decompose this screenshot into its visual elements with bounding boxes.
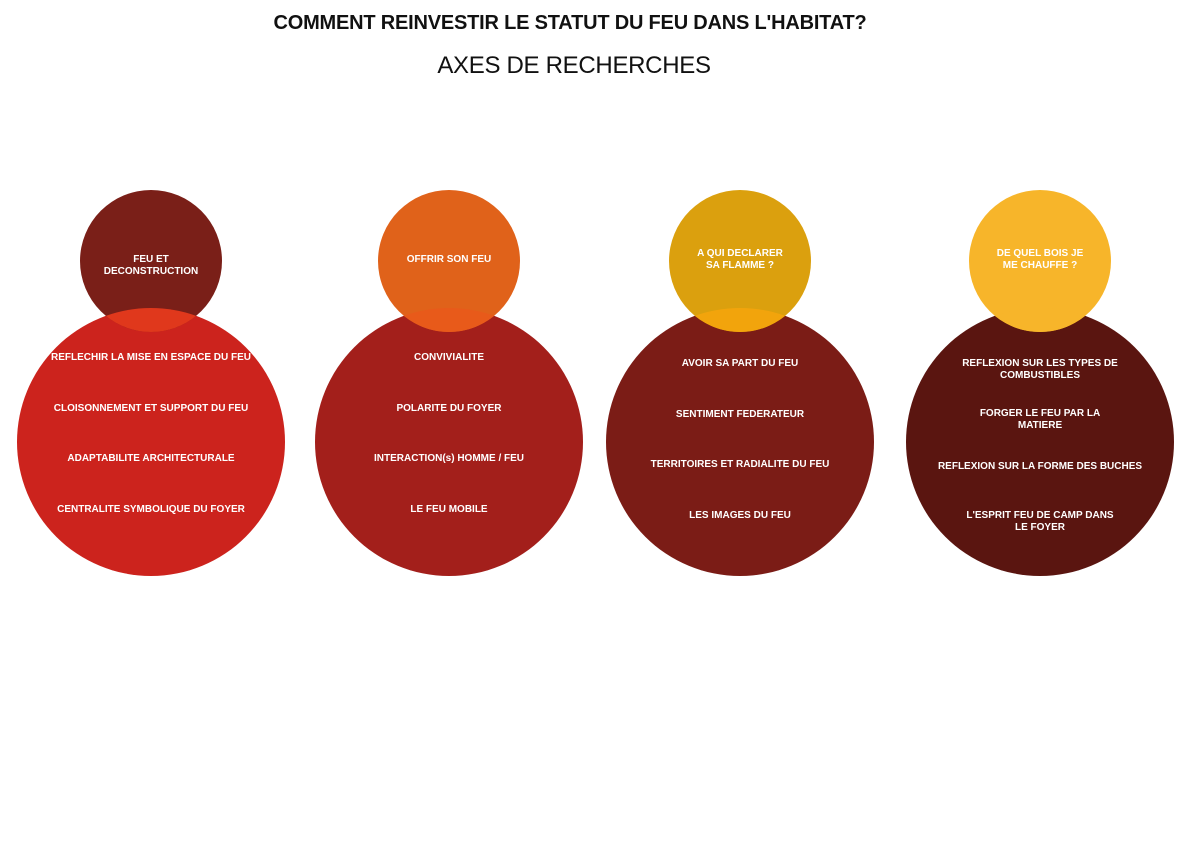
axis-3-item-1: AVOIR SA PART DU FEU bbox=[681, 358, 799, 369]
axis-2-overlap bbox=[403, 307, 495, 333]
axis-2-title: OFFRIR SON FEU bbox=[406, 254, 492, 265]
axis-3-item-4: LES IMAGES DU FEU bbox=[689, 510, 791, 521]
axis-1-item-1: REFLECHIR LA MISE EN ESPACE DU FEU bbox=[50, 352, 251, 363]
axis-4-item-2: FORGER LE FEU PAR LA MATIERE bbox=[979, 408, 1101, 431]
axis-3-large-circle bbox=[606, 308, 874, 576]
axis-4-large-circle bbox=[906, 308, 1174, 576]
axis-4-item-1: REFLEXION SUR LES TYPES DE COMBUSTIBLES bbox=[962, 358, 1118, 381]
page-subtitle: AXES DE RECHERCHES bbox=[437, 52, 711, 79]
axis-2-large-circle bbox=[315, 308, 583, 576]
axis-1-title: FEU ET DECONSTRUCTION bbox=[103, 254, 199, 277]
axis-4-title: DE QUEL BOIS JE ME CHAUFFE ? bbox=[996, 248, 1084, 271]
axis-3-item-3: TERRITOIRES ET RADIALITE DU FEU bbox=[650, 459, 830, 470]
axis-1-large-circle bbox=[17, 308, 285, 576]
axis-2-item-3: INTERACTION(s) HOMME / FEU bbox=[374, 453, 524, 464]
axis-4-small-circle bbox=[969, 190, 1111, 332]
axis-1-small-circle bbox=[80, 190, 222, 332]
axis-2-item-2: POLARITE DU FOYER bbox=[396, 403, 502, 414]
axis-1-item-4: CENTRALITE SYMBOLIQUE DU FOYER bbox=[57, 504, 245, 515]
axis-3-title: A QUI DECLARER SA FLAMME ? bbox=[697, 248, 783, 271]
axis-1-item-3: ADAPTABILITE ARCHITECTURALE bbox=[67, 453, 235, 464]
axis-4-overlap bbox=[994, 308, 1086, 332]
axis-1-overlap bbox=[105, 308, 197, 332]
page-title: COMMENT REINVESTIR LE STATUT DU FEU DANS… bbox=[273, 12, 867, 34]
axis-4-item-4: L'ESPRIT FEU DE CAMP DANS LE FOYER bbox=[966, 510, 1114, 533]
axis-2-small-circle bbox=[378, 190, 520, 332]
axis-3-small-circle bbox=[669, 190, 811, 332]
axis-1-item-2: CLOISONNEMENT ET SUPPORT DU FEU bbox=[53, 403, 249, 414]
axis-3-item-2: SENTIMENT FEDERATEUR bbox=[675, 409, 805, 420]
axis-4-item-3: REFLEXION SUR LA FORME DES BUCHES bbox=[937, 461, 1143, 472]
axis-3-overlap bbox=[694, 308, 786, 333]
axis-2-item-1: CONVIVIALITE bbox=[413, 352, 484, 363]
axis-2-item-4: LE FEU MOBILE bbox=[410, 504, 488, 515]
